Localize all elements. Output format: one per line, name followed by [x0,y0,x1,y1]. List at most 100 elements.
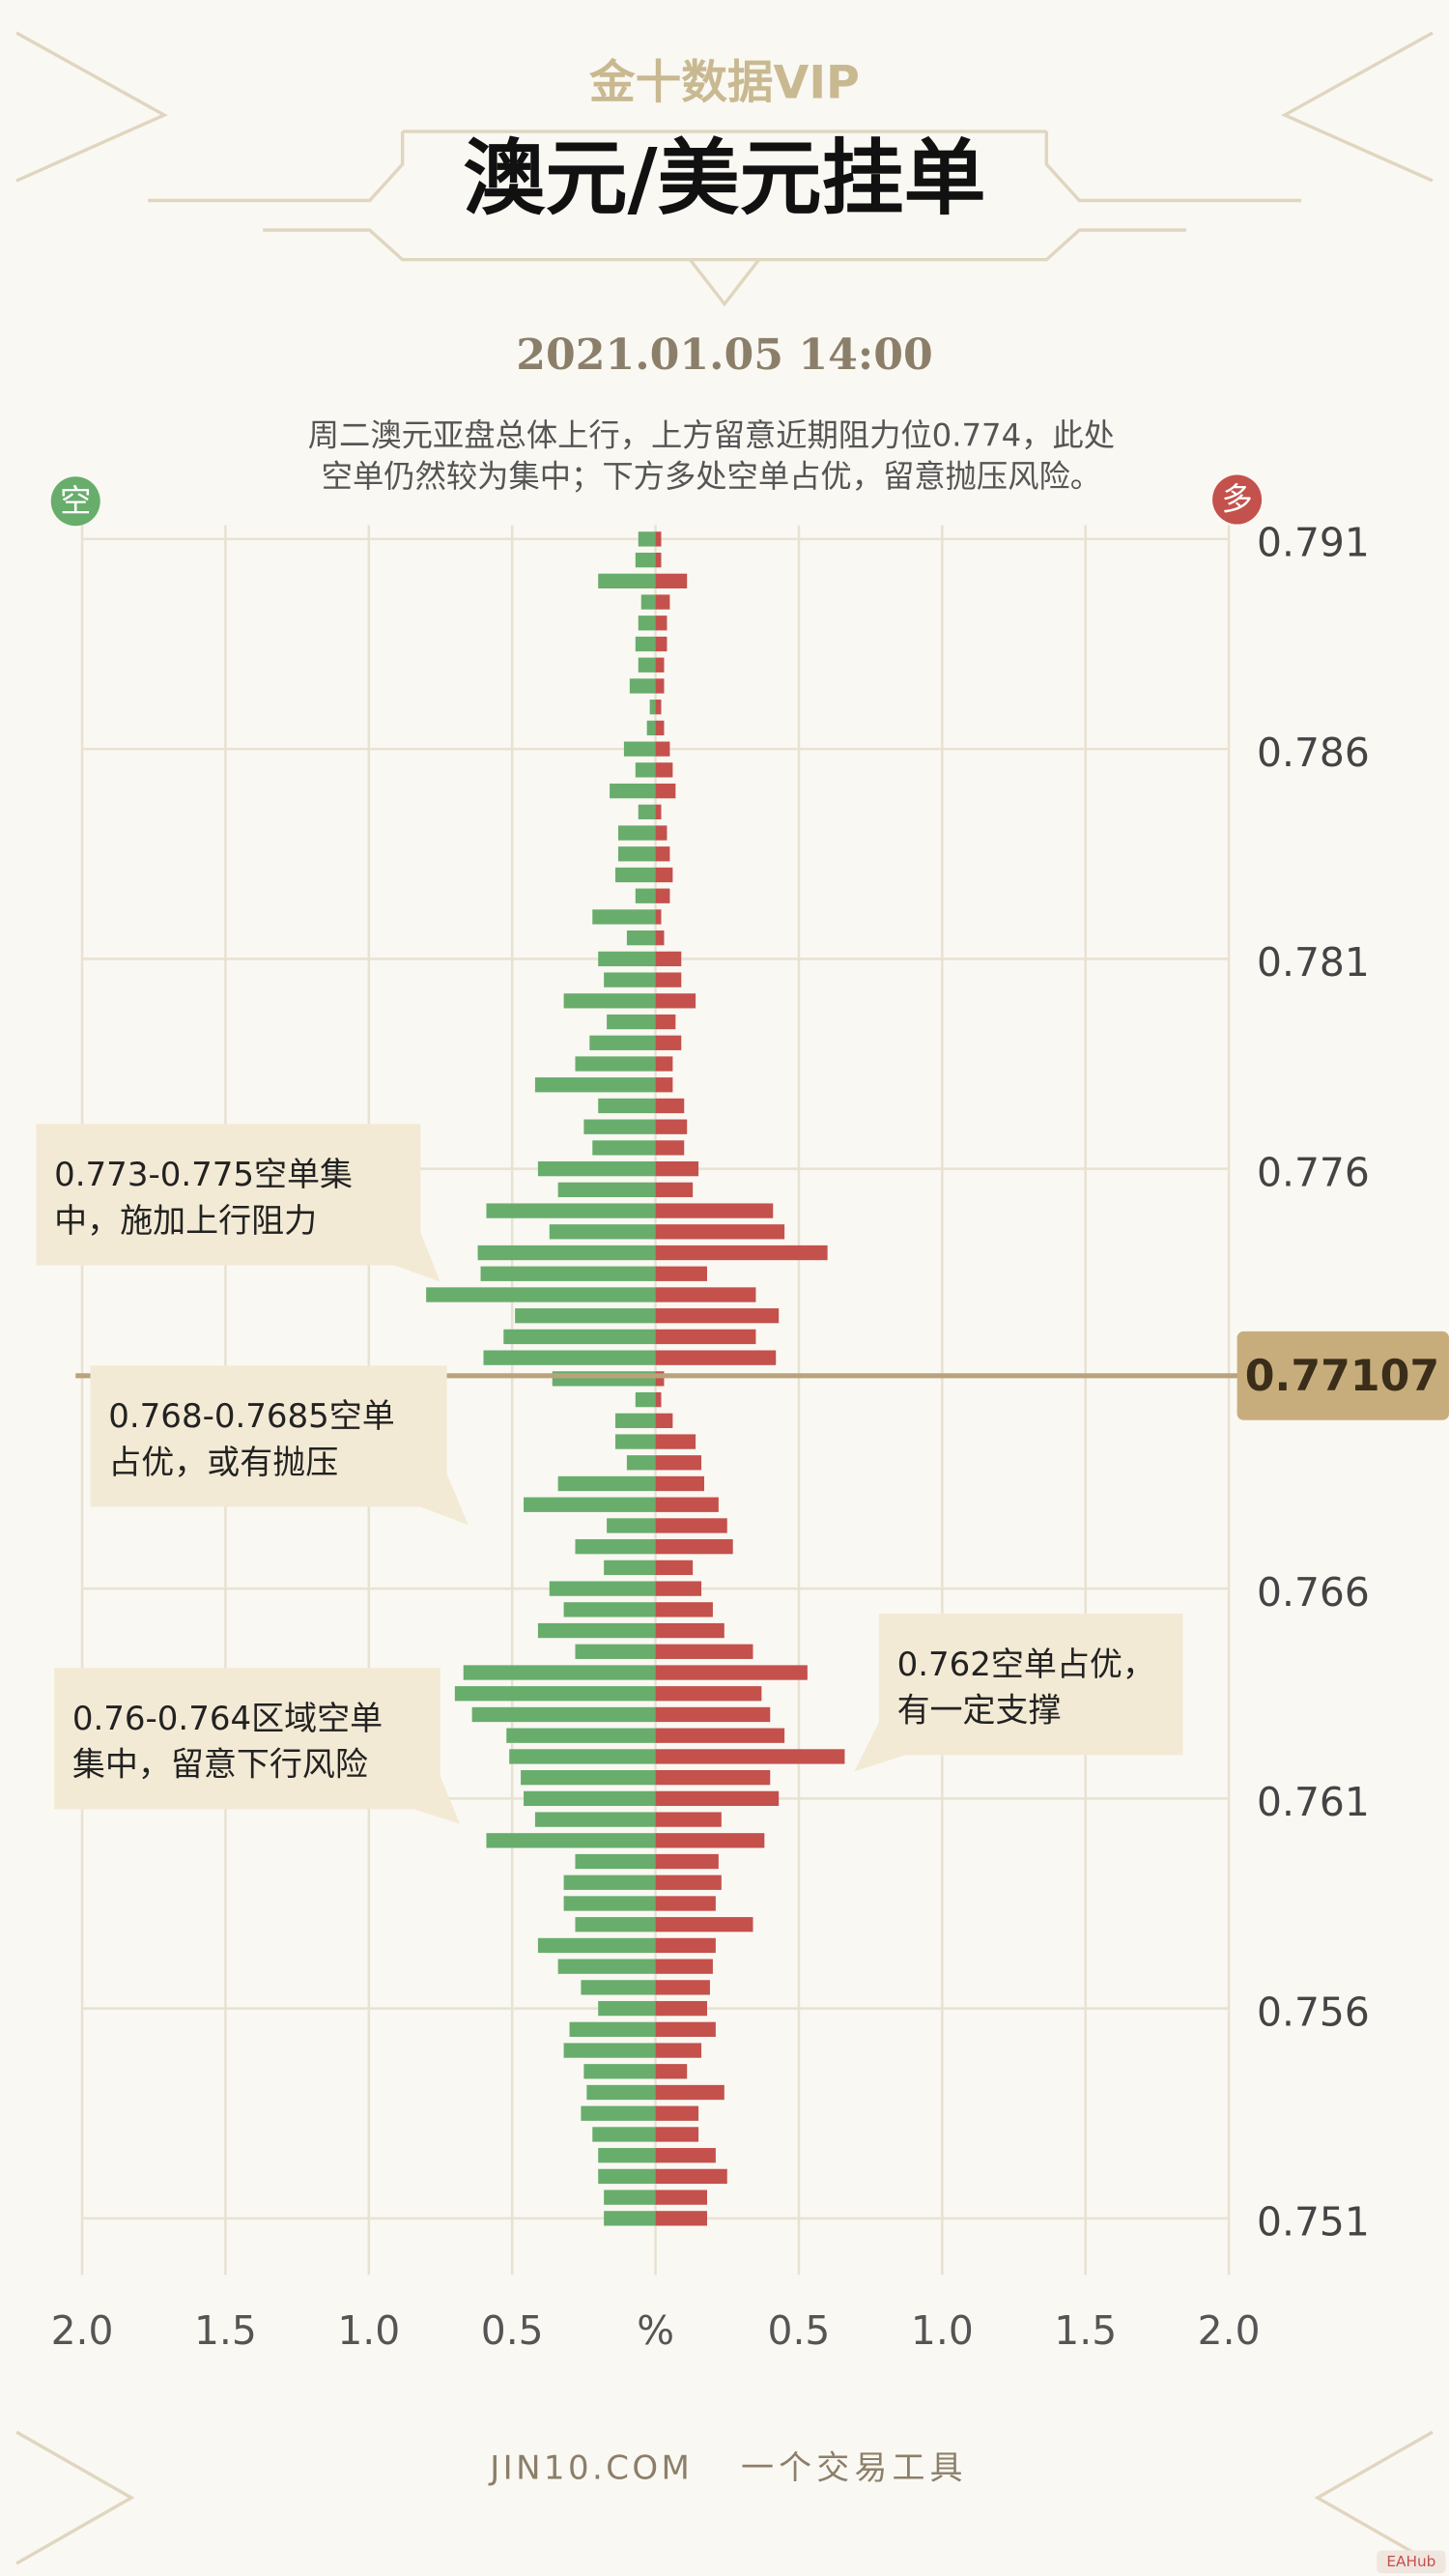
bar [583,1119,656,1134]
bar [655,2064,688,2079]
x-tick-label: 1.0 [911,2307,974,2354]
bar [586,2084,656,2101]
bar [655,1539,733,1555]
bar [655,783,676,799]
bar [655,1077,673,1093]
bar [655,594,670,610]
current-price-label: 0.77107 [1245,1352,1439,1401]
bar [534,1812,656,1827]
chart-title: 澳元/美元挂单 [463,130,985,227]
annotation-text: 中，施加上行阻力 [54,1202,317,1241]
bar [617,846,656,862]
bar [655,1266,707,1281]
bar [575,1644,656,1659]
bar [655,1644,753,1659]
bar [655,846,670,862]
bar [623,741,656,757]
y-tick-label: 0.786 [1257,730,1370,776]
bar [454,1686,656,1702]
bar [563,1896,656,1911]
bar [655,1160,699,1177]
bar [604,972,656,987]
bar [655,741,670,757]
bar [655,615,668,631]
bar [524,1790,656,1807]
bar [483,1350,656,1365]
header-ornament [15,31,1434,2565]
bar [537,1160,656,1177]
chart-subtitle: 2021.01.05 14:00 [516,329,933,380]
bar [655,825,668,841]
bar [557,1182,656,1198]
bar [655,1308,780,1324]
bar [626,930,656,946]
x-tick-label: 0.5 [481,2307,544,2354]
bar [655,888,670,903]
bar [549,1581,656,1596]
x-tick-label: 0.5 [768,2307,831,2354]
y-tick-label: 0.781 [1257,939,1370,986]
bar [655,1098,685,1114]
bar [635,636,656,652]
y-tick-label: 0.761 [1257,1779,1370,1825]
bar [509,1749,656,1764]
annotation-text: 0.768-0.7685空单 [108,1397,395,1436]
bar [534,1077,656,1093]
bar [655,1875,722,1890]
annotation-box [54,1668,440,1810]
bar [655,1140,685,1156]
bar [655,1728,785,1743]
bar [655,552,662,568]
bar [521,1769,656,1786]
bar [598,1098,656,1114]
bar [655,762,673,778]
bar [655,1560,694,1576]
bar [638,615,656,631]
bar [626,1455,656,1471]
bar [655,1833,765,1848]
bar [649,700,656,715]
annotation-text: 有一定支撑 [897,1692,1062,1731]
bar [655,1581,702,1596]
y-tick-label: 0.776 [1257,1149,1370,1195]
bar [655,700,662,715]
current-price-box [1236,1331,1449,1420]
bar [655,657,665,673]
bar [610,783,656,799]
bar [655,1329,756,1345]
bar [615,867,656,883]
bar [655,636,668,652]
annotation-text: 0.76-0.764区域空单 [72,1700,383,1738]
bar [655,1706,771,1723]
bar [598,2168,656,2185]
bar [640,594,656,610]
x-tick-label: 1.5 [1054,2307,1117,2354]
bar [655,720,665,736]
bar [581,2105,656,2121]
corner-badge: EAHub [1386,2553,1435,2570]
annotation-text: 0.773-0.775空单集 [54,1156,353,1194]
bar [655,1056,673,1072]
bar [646,720,656,736]
bar [549,1224,656,1240]
bar [655,1769,771,1786]
bar [635,552,656,568]
bar [515,1308,656,1324]
corner-badge-bg [1377,2550,1446,2574]
bar [655,2211,707,2226]
bar [655,1413,673,1428]
bar [506,1728,656,1743]
y-tick-label: 0.791 [1257,520,1370,566]
y-tick-label: 0.766 [1257,1569,1370,1616]
bar [655,2190,707,2205]
bar [655,678,665,694]
bar [563,2043,656,2058]
bar [655,1035,682,1050]
bar [629,678,656,694]
bar [592,2127,656,2142]
x-tick-label: % [637,2307,674,2354]
bar [655,993,696,1009]
bar [655,1959,713,1974]
legend-label: 空 [60,482,91,519]
bar [655,2043,702,2058]
